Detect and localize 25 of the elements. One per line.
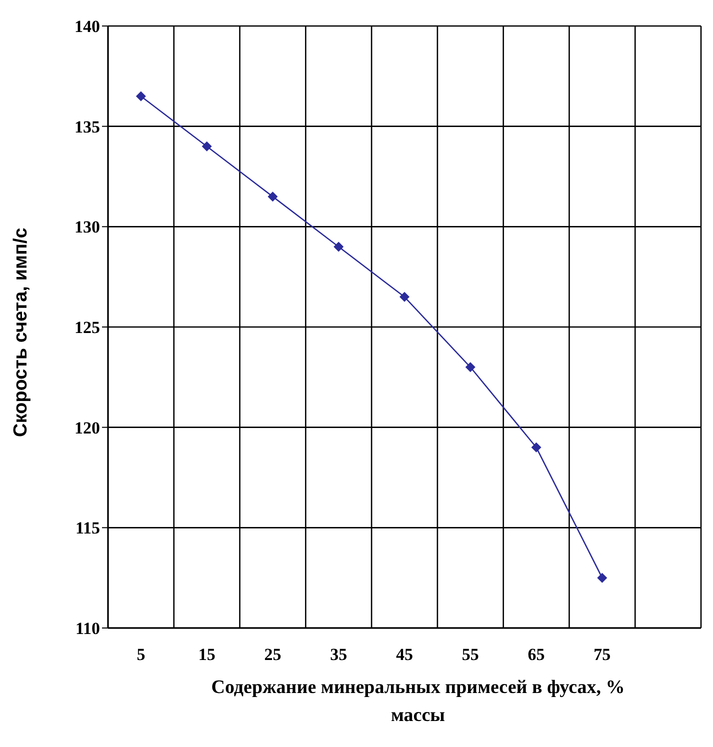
point xyxy=(334,242,344,252)
point xyxy=(268,192,278,202)
point xyxy=(136,91,146,102)
y-tick-label: 120 xyxy=(74,418,100,438)
y-tick-label: 140 xyxy=(74,17,100,36)
point xyxy=(202,141,212,152)
point xyxy=(400,292,410,302)
x-tick-label: 15 xyxy=(198,645,216,664)
x-tick-label: 65 xyxy=(528,645,545,664)
x-tick-label: 35 xyxy=(330,645,348,664)
point xyxy=(465,362,476,372)
y-tick-label: 115 xyxy=(75,518,100,538)
y-axis-title: Скорость счета, имп/с xyxy=(10,227,32,437)
x-tick-label: 5 xyxy=(136,645,146,664)
x-tick-label: 45 xyxy=(396,645,413,664)
x-tick-label: 55 xyxy=(462,645,479,664)
point xyxy=(597,572,608,583)
y-tick-label: 135 xyxy=(74,117,100,136)
y-tick-label: 130 xyxy=(74,218,100,237)
x-axis-title: Содержание минеральных примесей в фусах, % массы xyxy=(210,676,626,728)
y-tick-label: 110 xyxy=(75,619,100,638)
x-tick-label: 75 xyxy=(594,645,611,664)
point xyxy=(531,442,542,452)
x-tick-label: 25 xyxy=(264,645,282,664)
y-tick-label: 125 xyxy=(74,318,100,338)
